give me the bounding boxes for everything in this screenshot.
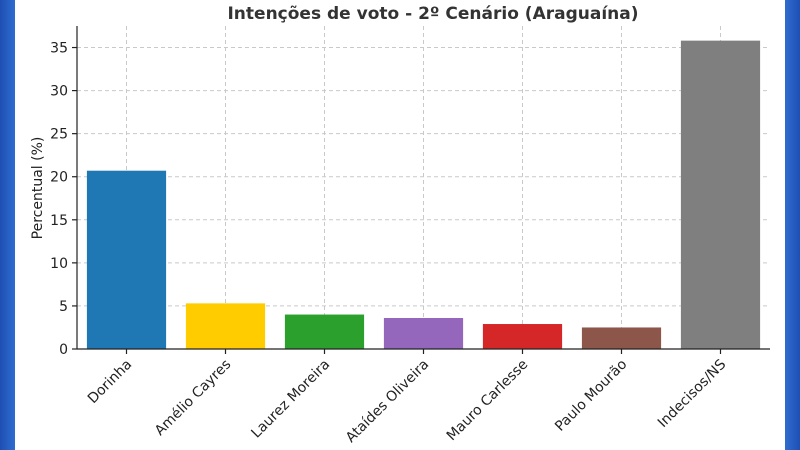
grid-layer <box>77 26 770 350</box>
chart-panel: Intenções de voto - 2º Cenário (Araguaín… <box>15 0 785 450</box>
x-tick-label: Indecisos/NS <box>655 356 730 431</box>
bar <box>185 303 266 349</box>
bar <box>86 170 167 349</box>
y-tick-label: 25 <box>50 127 68 143</box>
bar-chart: Intenções de voto - 2º Cenário (Araguaín… <box>30 4 770 446</box>
y-tick-label: 20 <box>50 170 68 186</box>
y-axis-label: Percentual (%) <box>30 137 46 240</box>
x-tick-label: Dorinha <box>85 357 135 407</box>
x-tick-label: Paulo Mourão <box>552 357 630 435</box>
bar <box>581 327 662 349</box>
bar <box>482 324 563 349</box>
bar <box>680 40 761 349</box>
axes-layer <box>72 26 770 354</box>
y-tick-label: 30 <box>50 84 68 100</box>
x-tick-label: Mauro Carlesse <box>444 357 532 445</box>
y-tick-label: 0 <box>59 342 68 358</box>
y-tick-label: 35 <box>50 41 68 57</box>
bar <box>284 314 365 349</box>
y-tick-label: 5 <box>59 299 68 315</box>
x-tick-label: Amélio Cayres <box>152 357 234 439</box>
x-tick-label: Ataídes Oliveira <box>343 357 432 446</box>
y-tick-label: 15 <box>50 213 68 229</box>
bar <box>383 317 464 349</box>
x-tick-label: Laurez Moreira <box>248 357 333 442</box>
bars-layer <box>86 40 761 349</box>
y-tick-label: 10 <box>50 256 68 272</box>
chart-title: Intenções de voto - 2º Cenário (Araguaín… <box>227 4 638 24</box>
